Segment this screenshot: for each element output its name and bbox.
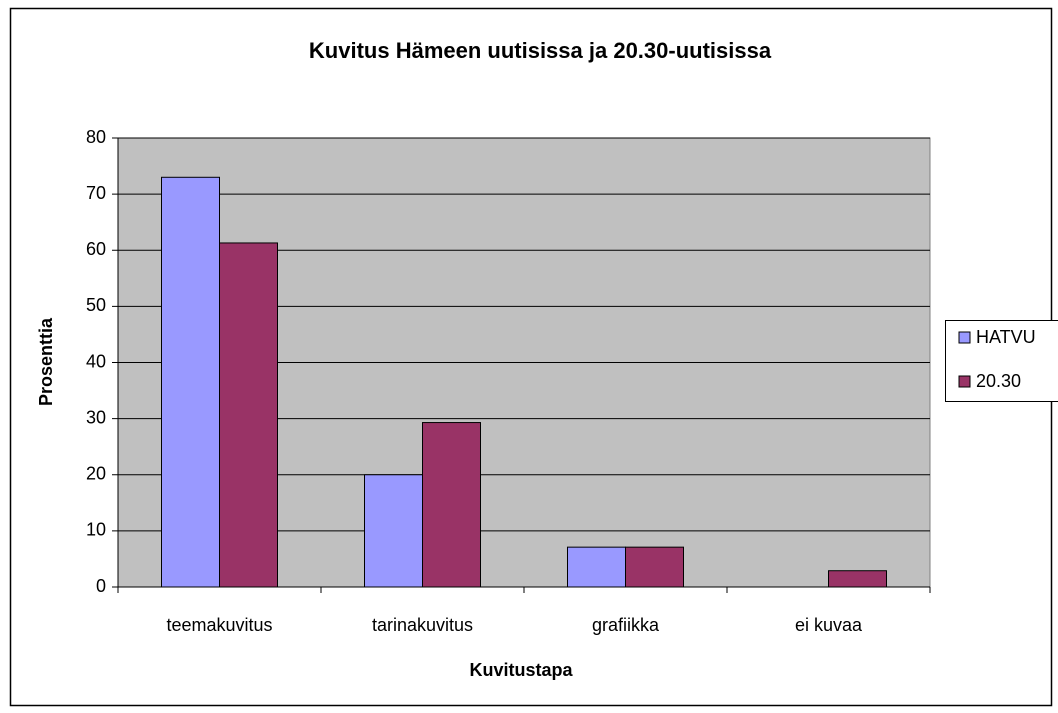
bar <box>161 176 220 588</box>
bar <box>364 474 423 588</box>
x-tick-label: tarinakuvitus <box>372 615 473 635</box>
y-tick-label: 0 <box>96 576 106 596</box>
legend-swatch <box>958 375 971 388</box>
x-axis-title: Kuvitustapa <box>469 660 573 680</box>
y-tick-label: 20 <box>86 464 106 484</box>
legend-label: 20.30 <box>976 371 1021 391</box>
y-tick-label: 10 <box>86 520 106 540</box>
y-tick-label: 30 <box>86 407 106 427</box>
legend-swatch <box>958 331 971 344</box>
y-tick-label: 60 <box>86 239 106 259</box>
bar <box>422 422 481 588</box>
bar <box>828 570 887 588</box>
x-tick-label: grafiikka <box>592 615 660 635</box>
bar <box>567 546 626 588</box>
y-tick-label: 40 <box>86 351 106 371</box>
y-tick-label: 50 <box>86 295 106 315</box>
chart-title: Kuvitus Hämeen uutisissa ja 20.30-uutisi… <box>309 38 772 63</box>
x-tick-label: teemakuvitus <box>166 615 272 635</box>
bar <box>219 242 278 588</box>
x-tick-label: ei kuvaa <box>795 615 863 635</box>
legend-label: HATVU <box>976 327 1036 347</box>
y-tick-label: 80 <box>86 127 106 147</box>
y-tick-label: 70 <box>86 183 106 203</box>
y-axis-title: Prosenttia <box>36 317 56 406</box>
bar <box>625 546 684 588</box>
